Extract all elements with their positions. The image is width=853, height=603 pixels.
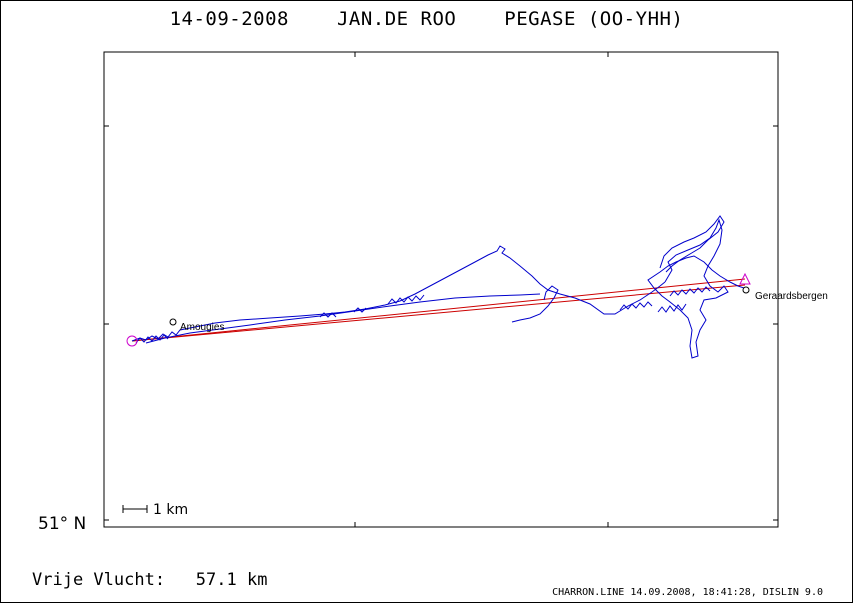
flight-date: 14-09-2008	[169, 8, 289, 30]
scale-label: 1 km	[153, 502, 188, 518]
waypoint-label-amougies: Amougies	[180, 322, 224, 333]
distance-summary: Vrije Vlucht: 57.1 km	[32, 570, 267, 590]
pilot-name: JAN.DE ROO	[336, 8, 457, 30]
start-marker	[126, 335, 138, 347]
task-line-lower	[131, 284, 746, 342]
track-loop-north	[659, 215, 725, 273]
track-segment-west	[131, 245, 666, 342]
distance-value: 57.1 km	[195, 570, 268, 590]
track-zigzag-6	[319, 312, 337, 318]
glider-id: PEGASE (OO-YHH)	[504, 8, 684, 30]
track-zigzag-1	[387, 294, 425, 305]
task-lines	[131, 278, 746, 342]
map-frame	[103, 51, 779, 528]
waypoint-marker-geraardsbergen	[742, 286, 750, 294]
track-cluster-east	[647, 218, 745, 359]
track-segment-glide	[145, 293, 541, 344]
flight-track	[131, 215, 745, 359]
track-zigzag-3	[135, 334, 169, 344]
track-zigzag-7	[353, 307, 367, 313]
track-zigzag-2	[619, 301, 653, 311]
scale-bar	[122, 505, 148, 513]
distance-label: Vrije Vlucht:	[32, 570, 166, 590]
finish-marker	[739, 272, 751, 285]
track-zigzag-4	[669, 286, 711, 297]
latitude-label: 51° N	[38, 514, 87, 534]
credits-text: CHARRON.LINE 14.09.2008, 18:41:28, DISLI…	[552, 587, 823, 598]
waypoint-marker-amougies	[169, 318, 177, 326]
task-line-upper	[131, 278, 746, 342]
flight-title: 14-09-2008 JAN.DE ROO PEGASE (OO-YHH)	[0, 8, 853, 30]
track-zigzag-5	[657, 303, 687, 313]
track-return-mid	[511, 285, 559, 323]
waypoint-label-geraardsbergen: Geraardsbergen	[755, 291, 828, 302]
